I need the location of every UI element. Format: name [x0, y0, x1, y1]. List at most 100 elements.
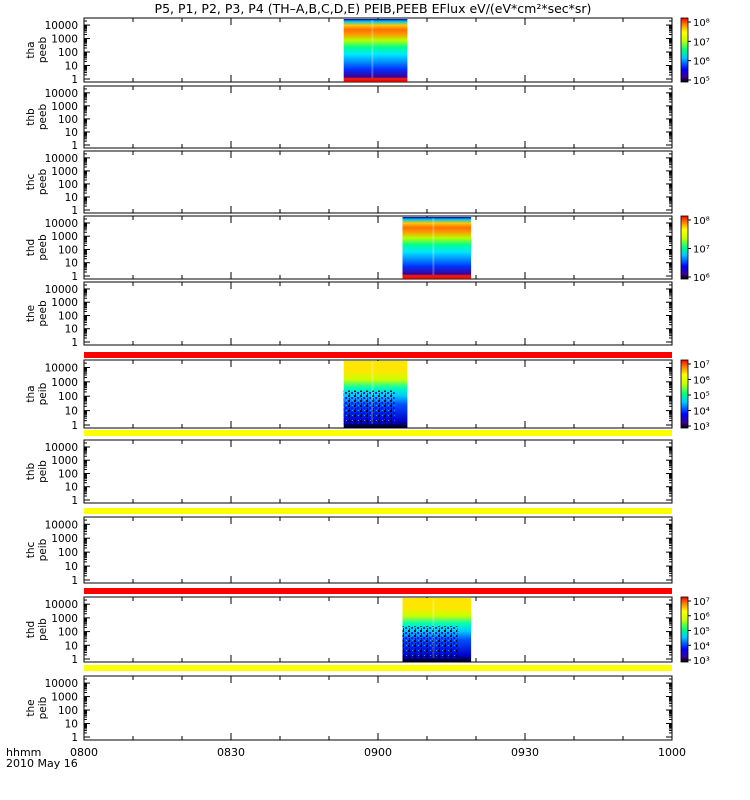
separator-bar [84, 508, 672, 514]
panel-ylabel: thcpeib [25, 538, 49, 561]
colorbar-tick-label: 10⁵ [693, 627, 710, 638]
ytick-label: 10 [65, 324, 78, 336]
panel-ylabel: thbpeib [25, 460, 49, 483]
ytick-label: 1000 [51, 166, 78, 178]
colorbar-tick-label: 10⁶ [693, 612, 710, 623]
ytick-label: 10 [65, 258, 78, 270]
xtick-label: 1000 [658, 746, 686, 759]
ytick-label: 1 [71, 495, 78, 507]
spectrogram-noise [402, 626, 458, 659]
colorbar-tick-label: 10⁵ [693, 76, 710, 87]
ytick-label: 1 [71, 337, 78, 349]
time-axis-label: hhmm [6, 746, 41, 759]
panel-frame [83, 516, 673, 584]
panel-frame [83, 675, 673, 741]
ytick-label: 10000 [45, 20, 78, 32]
ytick-label: 1 [71, 575, 78, 587]
ytick-label: 10 [65, 127, 78, 139]
panel-ylabel: thdpeeb [25, 234, 49, 261]
ytick-label: 10000 [45, 678, 78, 690]
colorbar-tick-label: 10⁶ [693, 57, 710, 68]
ytick-label: 1 [71, 271, 78, 283]
colorbar [680, 596, 689, 663]
ytick-label: 1000 [51, 231, 78, 243]
ytick-label: 10000 [45, 88, 78, 100]
ytick-label: 1000 [51, 377, 78, 389]
colorbar-tick-label: 10⁸ [693, 18, 710, 29]
colorbar [680, 359, 689, 429]
panel-frame [83, 150, 673, 214]
ytick-label: 10 [65, 561, 78, 573]
separator-bar [84, 665, 672, 671]
ytick-label: 1 [71, 420, 78, 432]
ytick-label: 10000 [45, 153, 78, 165]
ytick-label: 100 [58, 244, 78, 256]
separator-bar [84, 352, 672, 358]
ytick-label: 100 [58, 47, 78, 59]
ytick-label: 1000 [51, 455, 78, 467]
ytick-label: 100 [58, 627, 78, 639]
colorbar-tick-label: 10⁶ [693, 273, 710, 284]
separator-bar [84, 430, 672, 436]
ytick-label: 100 [58, 547, 78, 559]
panel-frame [83, 439, 673, 504]
colorbar-tick-label: 10³ [693, 422, 710, 433]
colorbar-tick-label: 10⁴ [693, 641, 710, 652]
ytick-label: 10000 [45, 442, 78, 454]
panel-frame [83, 596, 673, 663]
ytick-label: 1000 [51, 692, 78, 704]
ytick-label: 1000 [51, 34, 78, 46]
colorbar-tick-label: 10⁸ [693, 216, 710, 227]
ytick-label: 100 [58, 114, 78, 126]
panel-ylabel: thcpeeb [25, 169, 49, 196]
xtick-label: 0930 [511, 746, 539, 759]
date-label: 2010 May 16 [6, 757, 78, 770]
chart-title: P5, P1, P2, P3, P4 (TH–A,B,C,D,E) PEIB,P… [155, 1, 592, 16]
spectrogram-block [343, 19, 408, 82]
panel-tha-peib: 1 10 100 1000 10000 thapeib 10³ 10⁴ 10⁵ 10⁶ 10⁷ [25, 359, 710, 433]
ytick-label: 100 [58, 310, 78, 322]
panel-ylabel: thepeib [25, 696, 49, 719]
spectrogram-block [402, 217, 472, 279]
colorbar-tick-label: 10⁷ [693, 37, 710, 48]
ytick-label: 10000 [45, 218, 78, 230]
ytick-label: 100 [58, 705, 78, 717]
colorbar [680, 215, 689, 280]
ytick-label: 1 [71, 140, 78, 152]
ytick-label: 1000 [51, 613, 78, 625]
colorbar-tick-label: 10⁷ [693, 597, 710, 608]
ytick-label: 10000 [45, 284, 78, 296]
colorbar-tick-label: 10³ [693, 656, 710, 667]
ytick-label: 1000 [51, 101, 78, 113]
ytick-label: 100 [58, 179, 78, 191]
colorbar-tick-label: 10⁷ [693, 245, 710, 256]
ytick-label: 1000 [51, 533, 78, 545]
xtick-label: 0900 [364, 746, 392, 759]
panel-thc-peib: 1 10 100 1000 10000 thcpeib [25, 516, 673, 587]
ytick-label: 1000 [51, 297, 78, 309]
ytick-label: 1 [71, 654, 78, 666]
colorbar-tick-label: 10⁵ [693, 391, 710, 402]
panel-ylabel: thdpeib [25, 618, 49, 641]
panel-frame [83, 215, 673, 280]
colorbar-tick-label: 10⁷ [693, 360, 710, 371]
colorbar-tick-label: 10⁶ [693, 376, 710, 387]
panel-frame [83, 85, 673, 149]
ytick-label: 10000 [45, 362, 78, 374]
ytick-label: 1 [71, 205, 78, 217]
colorbar [680, 17, 689, 83]
spectrogram-noise [343, 390, 395, 425]
panel-frame [83, 281, 673, 346]
ytick-label: 10 [65, 406, 78, 418]
ytick-label: 10000 [45, 519, 78, 531]
panel-ylabel: thepeeb [25, 300, 49, 327]
ytick-label: 10 [65, 61, 78, 73]
